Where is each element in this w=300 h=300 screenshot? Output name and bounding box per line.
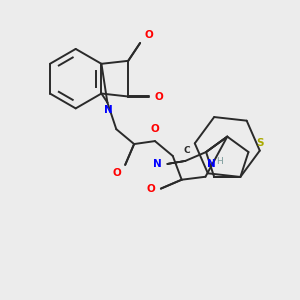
Text: O: O [145, 30, 153, 40]
Text: O: O [155, 92, 164, 101]
Text: O: O [112, 168, 121, 178]
Text: N: N [104, 105, 113, 116]
Text: C: C [183, 146, 190, 155]
Text: O: O [151, 124, 159, 134]
Text: N: N [207, 159, 216, 169]
Text: S: S [256, 138, 263, 148]
Text: N: N [153, 159, 161, 169]
Text: O: O [146, 184, 155, 194]
Text: H: H [216, 157, 223, 166]
